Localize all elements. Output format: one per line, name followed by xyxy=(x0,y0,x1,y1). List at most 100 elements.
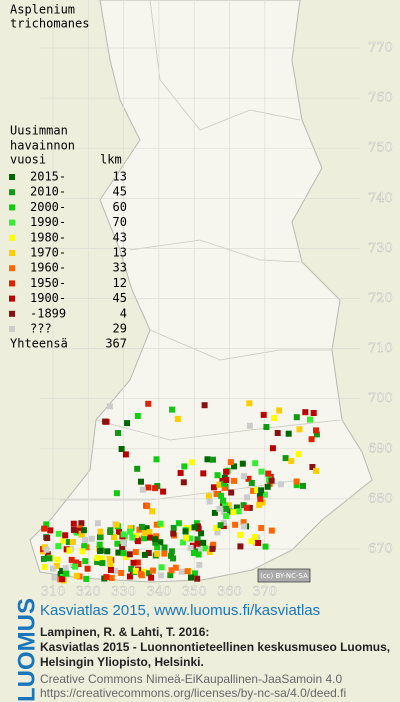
square xyxy=(248,538,255,545)
square xyxy=(274,430,281,436)
square xyxy=(187,535,193,542)
square xyxy=(141,535,147,542)
legend-swatch xyxy=(9,204,15,211)
legend-swatch xyxy=(9,310,15,317)
square xyxy=(94,555,101,561)
grid-label: 700 xyxy=(368,391,393,406)
square xyxy=(94,520,101,527)
square xyxy=(276,407,283,414)
square xyxy=(258,487,265,494)
square xyxy=(191,524,198,531)
square xyxy=(138,478,144,485)
square xyxy=(196,561,203,568)
square xyxy=(70,526,77,533)
square xyxy=(194,575,201,582)
square xyxy=(78,520,85,527)
square xyxy=(148,574,155,581)
square xyxy=(191,570,198,577)
square xyxy=(133,532,140,539)
grid-label: 690 xyxy=(368,441,393,456)
legend-count: 13 xyxy=(113,170,127,184)
square xyxy=(169,406,175,413)
square xyxy=(231,477,237,484)
square xyxy=(69,538,76,545)
square xyxy=(293,482,300,489)
grid-label: 740 xyxy=(368,191,393,206)
legend-count: 45 xyxy=(113,291,127,305)
square xyxy=(190,550,197,556)
grid-label: 340 xyxy=(146,585,171,600)
square xyxy=(158,572,165,579)
square xyxy=(51,574,58,581)
square xyxy=(170,530,177,537)
square xyxy=(138,523,145,530)
square xyxy=(278,481,284,488)
square xyxy=(241,523,248,530)
square xyxy=(313,467,319,474)
square xyxy=(202,545,209,552)
legend-label: 1970- xyxy=(30,246,66,260)
grid-label: 330 xyxy=(111,585,136,600)
square xyxy=(102,418,109,425)
border xyxy=(129,239,301,263)
square xyxy=(237,543,244,550)
square xyxy=(124,420,131,427)
square xyxy=(152,536,159,543)
square xyxy=(251,534,258,541)
square xyxy=(126,573,133,580)
square xyxy=(209,545,216,552)
square xyxy=(168,548,175,555)
square xyxy=(310,410,317,416)
square xyxy=(137,571,144,578)
square xyxy=(206,493,212,500)
square xyxy=(285,430,292,437)
square xyxy=(78,530,85,537)
square xyxy=(83,575,90,582)
square xyxy=(130,559,137,566)
square xyxy=(222,502,229,509)
legend-heading: Uusimman xyxy=(10,124,68,138)
square xyxy=(221,484,228,491)
square xyxy=(161,550,168,557)
square xyxy=(180,479,187,486)
square xyxy=(106,555,113,562)
border xyxy=(95,419,341,441)
square xyxy=(271,415,277,421)
square xyxy=(235,508,242,515)
grid-label: 750 xyxy=(368,141,393,156)
square xyxy=(149,508,156,515)
legend-label: 1900- xyxy=(30,291,66,305)
legend-count: 4 xyxy=(120,306,127,320)
legend-count: 45 xyxy=(113,185,127,199)
legend-label: 1960- xyxy=(30,261,66,275)
square xyxy=(250,487,257,494)
square xyxy=(313,431,320,438)
square xyxy=(241,473,247,480)
square xyxy=(200,470,207,477)
square xyxy=(141,530,148,537)
square xyxy=(220,519,227,526)
square xyxy=(145,400,152,407)
square xyxy=(44,535,51,541)
square xyxy=(98,555,105,562)
square xyxy=(115,430,121,436)
square xyxy=(288,458,295,464)
square xyxy=(223,513,230,520)
square xyxy=(170,524,177,531)
square xyxy=(107,529,114,535)
grid-label: 360 xyxy=(217,585,242,600)
square xyxy=(282,455,289,462)
square xyxy=(296,426,303,433)
square xyxy=(187,544,194,551)
square xyxy=(154,544,161,551)
square xyxy=(144,503,151,510)
square xyxy=(239,460,246,467)
grid-label: 670 xyxy=(368,542,393,557)
square xyxy=(217,522,224,529)
square xyxy=(46,555,53,562)
link[interactable]: Kasviatlas 2015, www.luomus.fi/kasviatla… xyxy=(40,602,320,619)
square xyxy=(84,565,91,572)
legend-swatch xyxy=(9,189,15,196)
citation: Lampinen, R. & Lahti, T. 2016: xyxy=(40,625,209,639)
grid-label: 770 xyxy=(368,41,393,56)
